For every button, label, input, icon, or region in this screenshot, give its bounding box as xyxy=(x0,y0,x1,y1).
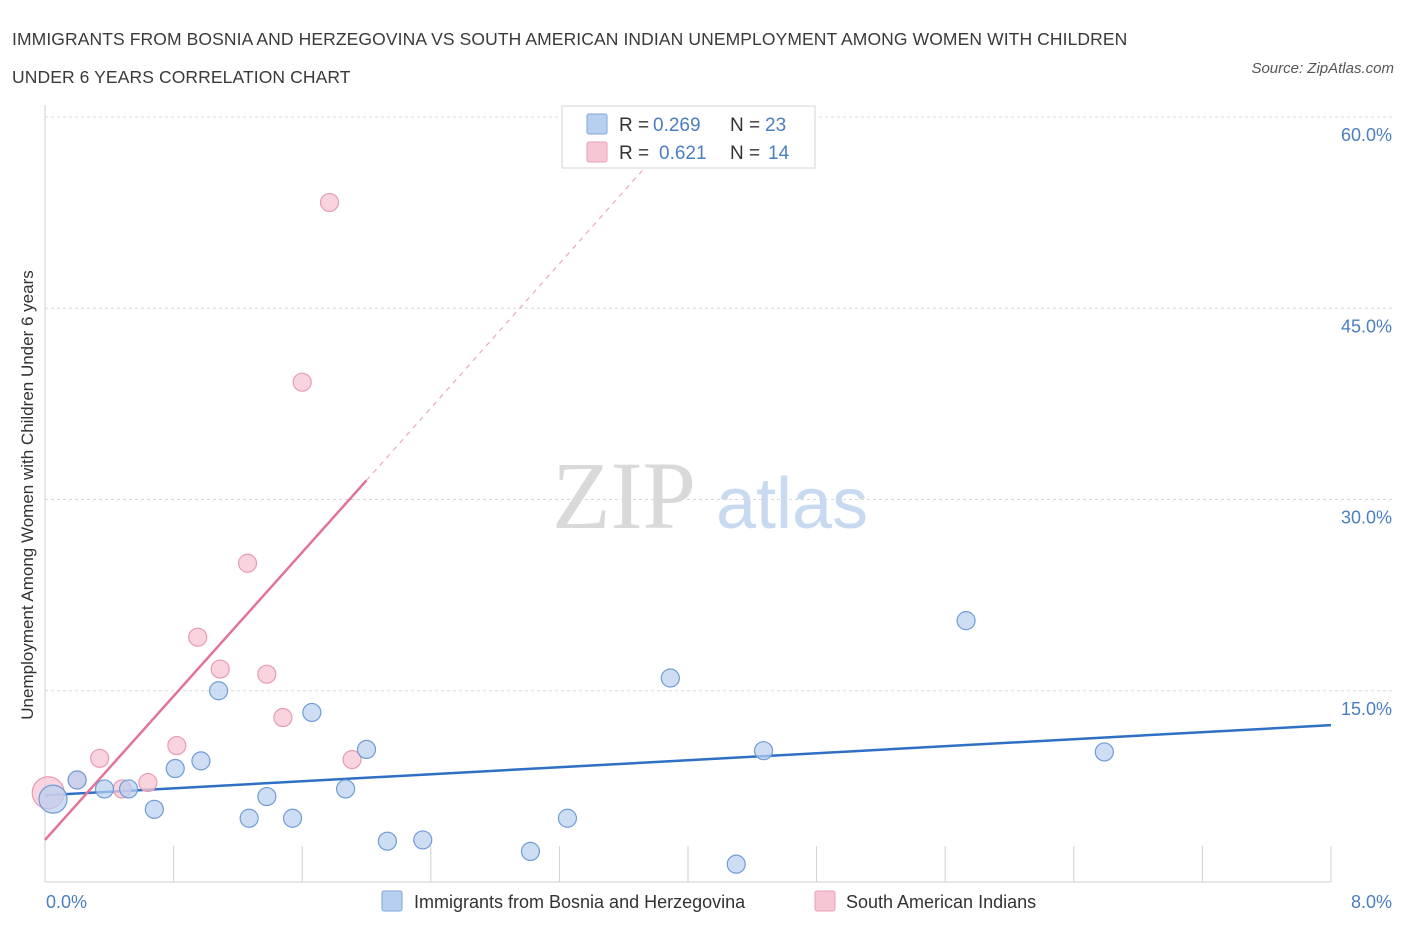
point-bosnia-21 xyxy=(956,611,976,631)
y-tick-label-60: 60.0% xyxy=(1341,125,1392,145)
series-legend-label-pink: South American Indians xyxy=(846,892,1036,912)
legend-r-value-1: 0.269 xyxy=(653,115,701,136)
point-bosnia-3 xyxy=(118,779,139,799)
point-south-american-indians-10 xyxy=(273,707,293,728)
point-bosnia-19 xyxy=(726,854,746,874)
point-bosnia-10 xyxy=(282,808,303,828)
point-bosnia-6 xyxy=(191,751,211,771)
point-south-american-indians-9 xyxy=(257,664,277,684)
point-bosnia-17 xyxy=(557,808,578,828)
series-legend-swatch-blue xyxy=(381,890,403,912)
legend-swatch-pink xyxy=(586,141,608,163)
legend-r-value-2: 0.621 xyxy=(659,143,707,164)
chart-title: IMMIGRANTS FROM BOSNIA AND HERZEGOVINA V… xyxy=(12,29,1128,87)
point-bosnia-5 xyxy=(165,758,185,779)
point-south-american-indians-2 xyxy=(90,748,110,768)
point-south-american-indians-5 xyxy=(167,735,187,756)
point-south-american-indians-8 xyxy=(237,553,258,573)
series-legend-label-blue: Immigrants from Bosnia and Herzegovina xyxy=(414,892,746,912)
legend-swatch-blue xyxy=(586,113,608,135)
series-legend-swatch-pink xyxy=(814,890,836,912)
point-bosnia-18 xyxy=(660,668,680,688)
point-bosnia-11 xyxy=(302,702,322,723)
point-bosnia-2 xyxy=(94,779,115,799)
legend-n-value-2: 14 xyxy=(768,143,790,164)
point-bosnia-20 xyxy=(753,741,774,761)
point-bosnia-0 xyxy=(38,784,68,814)
legend-r-label-2: R = xyxy=(619,143,649,164)
y-axis-label: Unemployment Among Women with Children U… xyxy=(18,270,37,719)
grid-lines xyxy=(45,116,1392,692)
point-bosnia-4 xyxy=(144,799,164,819)
point-bosnia-14 xyxy=(377,831,397,851)
point-south-american-indians-11 xyxy=(292,372,312,392)
point-bosnia-22 xyxy=(1094,742,1114,762)
x-tick-label-8: 8.0% xyxy=(1351,892,1392,912)
point-south-american-indians-12 xyxy=(319,192,340,213)
trend-line-bosnia xyxy=(44,723,1332,797)
trend-line-south-american-indians xyxy=(44,479,368,841)
trend-extension-south-american-indians xyxy=(366,154,657,481)
point-bosnia-7 xyxy=(209,681,229,701)
point-south-american-indians-6 xyxy=(188,627,208,647)
axes xyxy=(44,105,1332,883)
point-bosnia-9 xyxy=(257,786,277,807)
tick-labels: 15.0% 30.0% 45.0% 60.0% 0.0% 8.0% xyxy=(46,125,1392,912)
correlation-legend: R = 0.269 N = 23 R = 0.621 N = 14 xyxy=(561,105,816,169)
point-bosnia-16 xyxy=(520,841,541,862)
watermark-atlas: atlas xyxy=(716,464,868,544)
point-south-american-indians-7 xyxy=(210,659,230,679)
legend-n-label-1: N = xyxy=(730,115,760,136)
point-bosnia-15 xyxy=(413,830,433,850)
series-legend: Immigrants from Bosnia and Herzegovina S… xyxy=(381,890,1036,912)
point-bosnia-13 xyxy=(356,739,377,760)
point-bosnia-8 xyxy=(239,808,259,828)
y-tick-label-15: 15.0% xyxy=(1341,699,1392,719)
source-label: Source: ZipAtlas.com xyxy=(1251,60,1394,77)
legend-r-label-1: R = xyxy=(619,115,649,136)
point-bosnia-1 xyxy=(67,770,87,790)
y-tick-label-30: 30.0% xyxy=(1341,508,1392,528)
trend-lines xyxy=(44,154,1332,841)
data-points xyxy=(31,192,1114,874)
legend-n-value-1: 23 xyxy=(765,115,786,136)
legend-n-label-2: N = xyxy=(730,143,760,164)
point-south-american-indians-13 xyxy=(342,749,362,770)
y-tick-label-45: 45.0% xyxy=(1341,316,1392,336)
watermark-zip: ZIP xyxy=(552,442,696,549)
x-tick-label-0: 0.0% xyxy=(46,892,87,912)
point-bosnia-12 xyxy=(336,779,356,799)
point-south-american-indians-4 xyxy=(138,772,158,793)
